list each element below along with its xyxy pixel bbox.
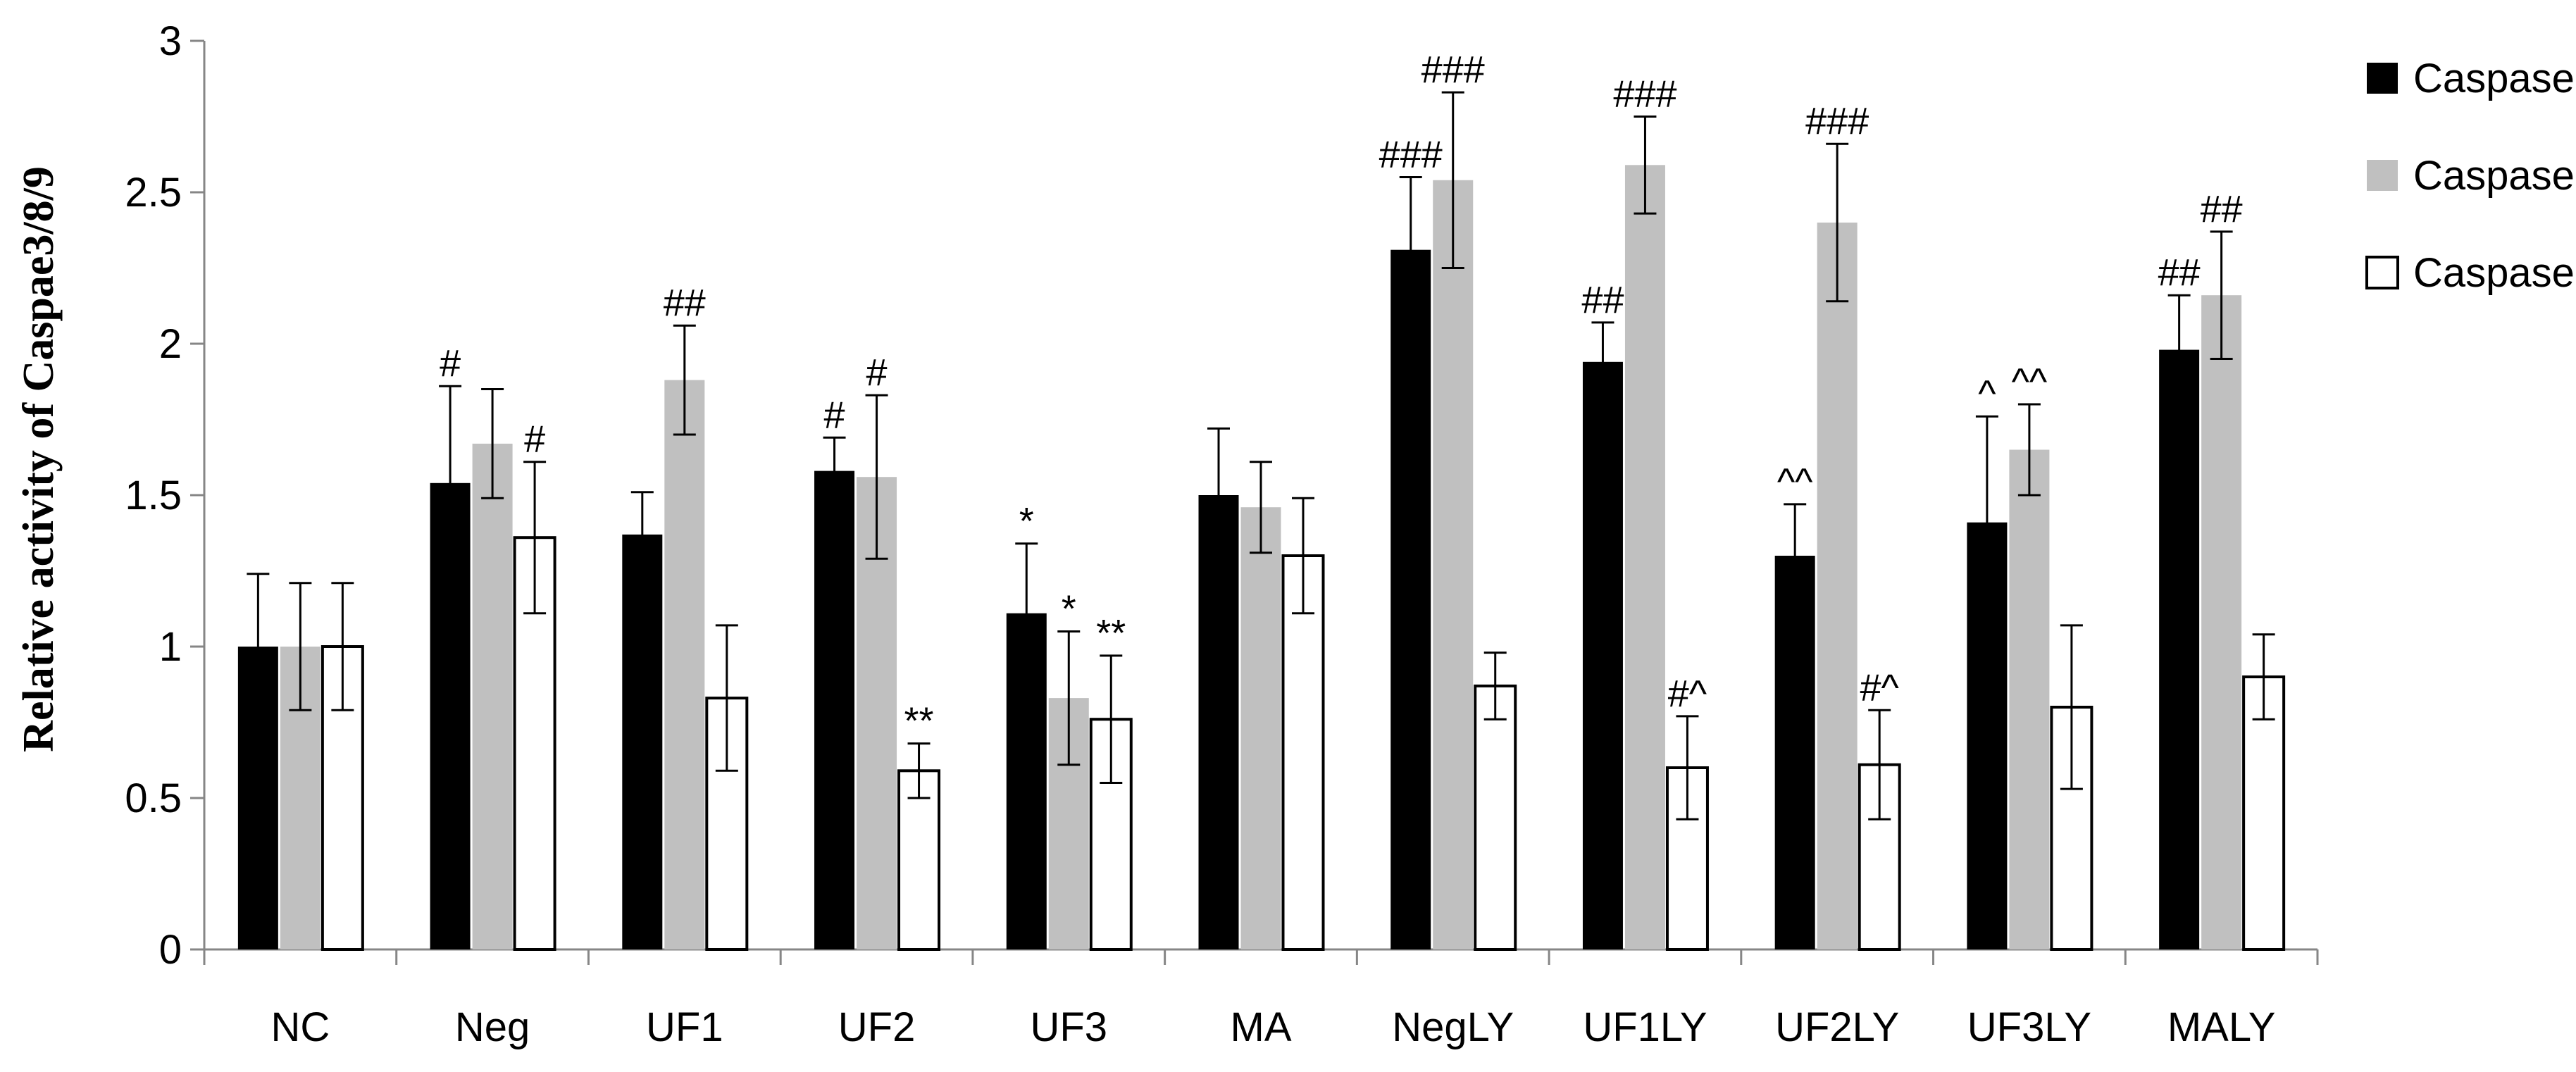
x-tick-label: MALY (2167, 1004, 2276, 1050)
significance-label: ### (1613, 73, 1676, 116)
bar (1198, 495, 1239, 949)
significance-label: ^^ (1777, 461, 1813, 503)
bar (814, 470, 855, 949)
annotations-layer: ######******############^^^####^^ ^^#### (440, 49, 2243, 742)
significance-label: #^ (1668, 673, 1707, 715)
significance-label: * (1019, 500, 1034, 542)
legend-swatch (2367, 160, 2398, 191)
x-tick-label: UF2 (838, 1004, 916, 1050)
significance-label: ## (2201, 188, 2243, 230)
significance-label: ### (1379, 134, 1443, 176)
legend: Caspase3 Caspase8 Caspase9 (2365, 56, 2576, 296)
significance-label: ### (1805, 100, 1869, 142)
y-axis-label: Relative activity of Caspae3/8/9 (15, 166, 63, 752)
significance-label: # (824, 394, 845, 436)
significance-label: ## (2158, 251, 2201, 294)
bar (2159, 349, 2200, 950)
significance-label: ## (664, 282, 706, 324)
significance-label: #^ (1860, 666, 1899, 709)
axes-layer: 0 0.5 1 1.5 2 2.5 3 NC Neg UF1 UF2 UF3 MA NegLY UF1LY U… (125, 18, 2319, 1050)
legend-label: Caspase9 (2413, 250, 2576, 296)
bar (1774, 556, 1815, 949)
bar (1624, 165, 1665, 949)
legend-swatch (2367, 63, 2398, 94)
significance-label: # (440, 342, 461, 385)
y-tick-label: 1.5 (125, 473, 182, 518)
bar (1240, 507, 1281, 949)
y-tick-label: 2 (159, 321, 182, 367)
bar (897, 769, 941, 952)
significance-label: ## (1581, 279, 1624, 321)
significance-label: ^^ (2012, 361, 2048, 403)
significance-label: * (1062, 588, 1076, 630)
bar (1474, 684, 1517, 952)
x-tick-label: NC (270, 1004, 330, 1050)
bar (472, 443, 513, 949)
bar (622, 534, 663, 949)
significance-label: ** (1096, 612, 1126, 654)
x-tick-label: MA (1231, 1004, 1292, 1050)
bar (2201, 295, 2242, 949)
bars-layer (237, 91, 2286, 952)
significance-label: ** (904, 700, 934, 742)
x-tick-label: UF2LY (1775, 1004, 1899, 1050)
bar (1433, 180, 1474, 949)
bar (2242, 675, 2286, 951)
y-tick-label: 1 (159, 624, 182, 670)
significance-label: # (524, 418, 545, 461)
legend-label: Caspase8 (2413, 153, 2576, 199)
legend-swatch (2365, 256, 2399, 289)
x-tick-label: NegLY (1392, 1004, 1514, 1050)
bar (1817, 223, 1858, 949)
bar (1582, 361, 1623, 949)
bar (1281, 554, 1325, 951)
y-tick-label: 0 (159, 927, 182, 973)
bar (664, 380, 705, 949)
y-tick-label: 2.5 (125, 170, 182, 216)
legend-label: Caspase3 (2413, 56, 2576, 101)
x-tick-label: UF1LY (1583, 1004, 1707, 1050)
x-tick-label: UF3 (1030, 1004, 1107, 1050)
bar (1390, 249, 1431, 949)
x-tick-label: UF3LY (1967, 1004, 2091, 1050)
significance-label: ^ (1978, 373, 1996, 415)
y-tick-label: 3 (159, 18, 182, 64)
significance-label: # (866, 351, 888, 394)
y-tick-label: 0.5 (125, 775, 182, 821)
x-tick-label: UF1 (646, 1004, 723, 1050)
x-tick-label: Neg (455, 1004, 530, 1050)
bar (2009, 449, 2050, 949)
significance-label: ### (1421, 49, 1485, 91)
